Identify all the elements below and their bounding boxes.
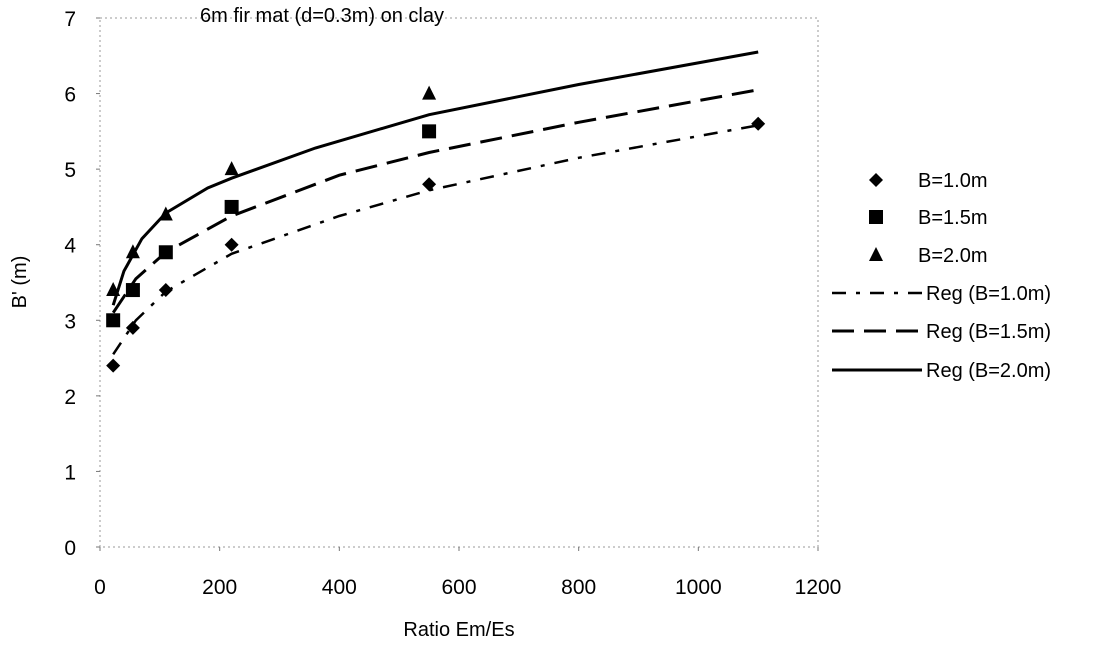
regression-lines — [111, 50, 759, 355]
x-tick-label: 400 — [322, 576, 357, 599]
y-tick-label: 1 — [64, 461, 76, 484]
legend-marker-triangle — [869, 247, 883, 261]
y-tick-label: 2 — [64, 386, 76, 409]
x-tick-label: 600 — [441, 576, 476, 599]
data-point-diamond — [422, 177, 437, 192]
legend-label: B=2.0m — [918, 245, 987, 267]
data-point-triangle — [106, 282, 121, 297]
data-point-square — [224, 199, 239, 214]
y-tick-label: 0 — [64, 537, 76, 560]
legend-marker-diamond — [869, 173, 883, 187]
legend-label: Reg (B=1.0m) — [926, 283, 1051, 305]
regression-line-1 — [112, 124, 759, 355]
data-point-triangle — [158, 206, 173, 221]
y-tick-label: 3 — [64, 310, 76, 333]
x-axis-title: Ratio Em/Es — [403, 619, 514, 641]
data-point-square — [158, 245, 173, 260]
data-point-diamond — [224, 237, 239, 252]
data-point-diamond — [106, 358, 121, 373]
data-point-triangle — [422, 85, 437, 100]
legend: B=1.0m B=1.5m B=2.0m Reg (B=1.0m) Reg (B=1.5… — [832, 170, 1051, 382]
y-tick-label: 7 — [64, 8, 76, 31]
x-tick-label: 1000 — [675, 576, 722, 599]
data-point-square — [125, 283, 140, 298]
y-axis-title: B' (m) — [9, 256, 31, 309]
x-tick-label: 200 — [202, 576, 237, 599]
regression-line-2 — [111, 88, 759, 314]
chart-title: 6m fir mat (d=0.3m) on clay — [200, 5, 444, 27]
y-tick-label: 6 — [64, 84, 76, 107]
x-tick-label: 1200 — [795, 576, 842, 599]
legend-marker-square — [869, 210, 883, 224]
y-tick-label: 5 — [64, 159, 76, 182]
axes: 0 200 400 600 800 1000 1200 0 1 2 3 4 5 6 7 — [64, 8, 841, 599]
x-tick-label: 0 — [94, 576, 106, 599]
data-point-diamond — [125, 320, 140, 335]
legend-label: Reg (B=1.5m) — [926, 321, 1051, 343]
data-point-square — [106, 313, 121, 328]
data-point-square — [422, 124, 437, 139]
legend-label: B=1.0m — [918, 170, 987, 192]
y-tick-label: 4 — [64, 235, 76, 258]
data-point-triangle — [224, 161, 239, 176]
legend-label: Reg (B=2.0m) — [926, 360, 1051, 382]
x-tick-label: 800 — [561, 576, 596, 599]
data-point-diamond — [751, 116, 766, 131]
data-point-triangle — [125, 244, 140, 259]
legend-label: B=1.5m — [918, 207, 987, 229]
data-point-diamond — [158, 283, 173, 298]
data-markers — [106, 85, 766, 373]
regression-line-3 — [111, 50, 759, 306]
